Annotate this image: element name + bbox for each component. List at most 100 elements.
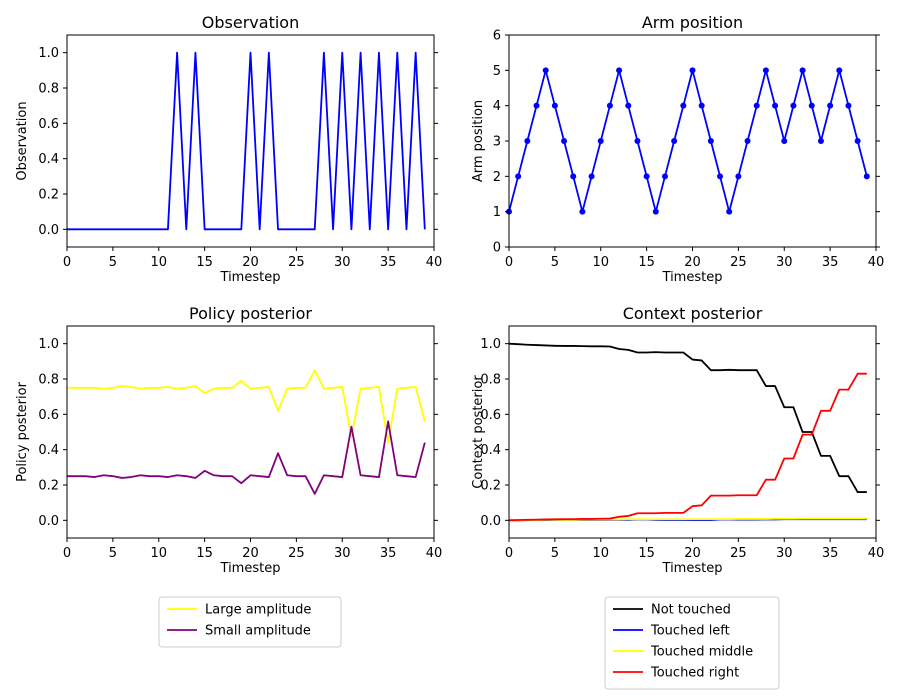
y-tick-label: 0.8 — [38, 373, 59, 388]
chart-panel-3: 0 5 10 15 20 25 30 35 40 0.0 0.2 0.4 0.6 0.8 1.0 Policy… — [15, 304, 443, 648]
x-tick-label: 30 — [776, 255, 793, 270]
series-line-large-amplitude — [67, 369, 426, 444]
data-point — [680, 102, 687, 109]
y-axis-label: Policy posterior — [15, 381, 30, 482]
data-point — [735, 173, 742, 180]
x-tick-label: 30 — [334, 255, 351, 270]
data-point — [799, 67, 806, 74]
data-point — [762, 67, 769, 74]
x-tick-label: 35 — [822, 255, 839, 270]
y-tick-label: 1.0 — [38, 337, 59, 352]
y-tick-label: 4 — [493, 99, 501, 114]
x-tick-label: 15 — [196, 255, 213, 270]
y-tick-label: 1 — [493, 205, 501, 220]
legend-label: Touched right — [650, 666, 739, 681]
chart-title: Context posterior — [623, 304, 763, 323]
x-tick-label: 20 — [242, 546, 259, 561]
data-point — [524, 138, 531, 144]
data-point — [561, 138, 568, 144]
data-point — [845, 102, 852, 109]
y-tick-label: 1.0 — [38, 46, 59, 61]
y-tick-label: 0.2 — [38, 479, 59, 494]
x-axis-label: Timestep — [220, 561, 281, 576]
data-point — [698, 102, 705, 109]
legend-label: Small amplitude — [205, 624, 311, 639]
data-point — [836, 67, 843, 74]
legend-label: Large amplitude — [205, 603, 311, 618]
data-point — [781, 138, 788, 144]
y-tick-label: 5 — [493, 64, 501, 79]
data-point — [606, 102, 613, 109]
y-tick-label: 0.4 — [38, 152, 59, 167]
x-tick-label: 0 — [505, 546, 513, 561]
y-tick-label: 0.0 — [38, 223, 59, 238]
data-point — [551, 102, 558, 109]
chart-panel-2: 0 5 10 15 20 25 30 35 40 0 1 2 3 4 5 6 Arm position Times… — [471, 13, 884, 285]
y-tick-label: 6 — [493, 29, 501, 44]
y-tick-label: 0.6 — [480, 408, 501, 423]
x-tick-label: 15 — [638, 546, 655, 561]
y-axis-label: Observation — [15, 101, 30, 180]
legend: Not touched Touched left Touched middle Tou… — [604, 596, 780, 690]
y-tick-label: 0.8 — [38, 82, 59, 97]
x-tick-label: 20 — [242, 255, 259, 270]
y-tick-label: 0.0 — [38, 514, 59, 529]
x-tick-label: 0 — [63, 255, 71, 270]
series-line-1 — [67, 51, 426, 231]
x-tick-label: 5 — [109, 546, 117, 561]
chart-panel-4: 0 5 10 15 20 25 30 35 40 0.0 0.2 0.4 0.6 0.8 1.0 Contex… — [471, 304, 884, 690]
x-axis-label: Timestep — [662, 561, 723, 576]
legend-label: Touched left — [650, 624, 730, 639]
data-point — [753, 102, 760, 109]
x-tick-label: 30 — [334, 546, 351, 561]
x-tick-label: 5 — [109, 255, 117, 270]
chart-title: Observation — [202, 13, 299, 32]
data-point — [827, 102, 834, 109]
data-point — [689, 67, 696, 74]
x-tick-label: 40 — [868, 255, 885, 270]
y-tick-label: 0.4 — [38, 443, 59, 458]
x-tick-label: 0 — [505, 255, 513, 270]
x-tick-label: 10 — [592, 546, 609, 561]
x-tick-label: 5 — [551, 546, 559, 561]
y-tick-label: 0.0 — [480, 514, 501, 529]
chart-title: Arm position — [642, 13, 743, 32]
x-tick-label: 0 — [63, 546, 71, 561]
data-point — [790, 102, 797, 109]
data-point — [808, 102, 815, 109]
x-tick-label: 15 — [196, 546, 213, 561]
data-point — [597, 138, 604, 144]
y-tick-label: 0.4 — [480, 443, 501, 458]
y-axis-label: Context posterior — [471, 375, 486, 489]
data-point — [652, 208, 659, 215]
y-tick-label: 1.0 — [480, 337, 501, 352]
series-line-touched-right — [509, 372, 867, 522]
data-point — [744, 138, 751, 144]
data-point — [854, 138, 861, 144]
data-point — [570, 173, 577, 180]
data-point — [515, 173, 522, 180]
data-point — [634, 138, 641, 144]
x-tick-label: 20 — [684, 546, 701, 561]
x-tick-label: 25 — [730, 546, 747, 561]
series-line-small-amplitude — [67, 420, 426, 495]
y-tick-label: 0.8 — [480, 373, 501, 388]
x-tick-label: 25 — [288, 255, 305, 270]
x-tick-label: 30 — [776, 546, 793, 561]
x-tick-label: 35 — [380, 546, 397, 561]
y-tick-label: 0.6 — [38, 117, 59, 132]
data-point — [707, 138, 714, 144]
data-point — [817, 138, 824, 144]
data-point — [726, 208, 733, 215]
legend-label: Not touched — [651, 603, 731, 618]
data-point — [542, 67, 549, 74]
y-tick-label: 3 — [493, 135, 501, 150]
x-tick-label: 10 — [150, 546, 167, 561]
legend-box — [604, 596, 780, 690]
legend: Large amplitude Small amplitude — [158, 596, 342, 648]
x-tick-label: 35 — [822, 546, 839, 561]
y-tick-label: 0 — [493, 241, 501, 256]
x-tick-label: 40 — [426, 546, 443, 561]
data-point — [533, 102, 540, 109]
